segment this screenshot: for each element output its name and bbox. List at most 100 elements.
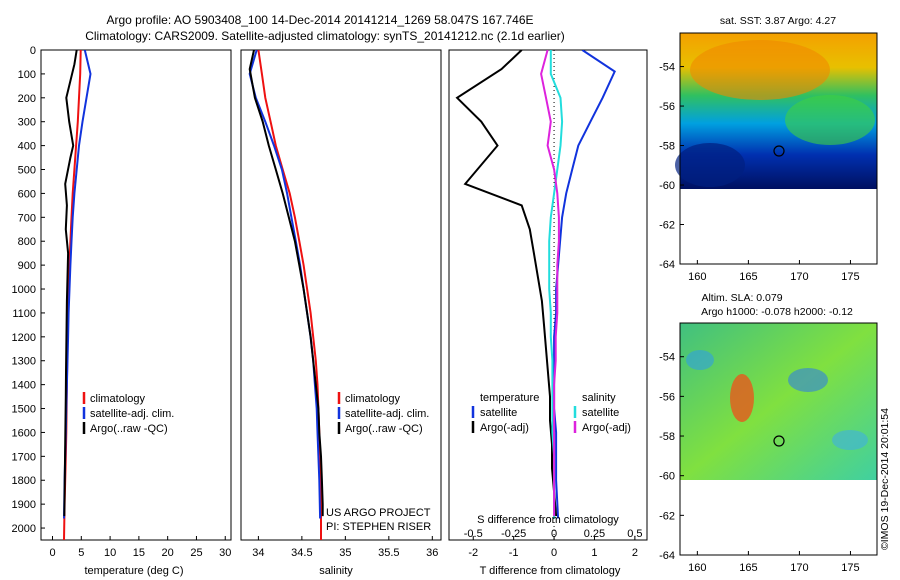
sla-map-lon-tick-label: 160 <box>688 562 706 574</box>
salinity-legend: climatology satellite-adj. clim. Argo(..… <box>326 392 431 533</box>
legend-title-salinity: salinity <box>582 392 616 404</box>
legend-label-t-satellite: satellite <box>480 407 517 419</box>
salinity-series-line-3 <box>248 50 324 517</box>
temperature-x-ticks: 0 5 10 15 20 25 30 <box>49 536 231 559</box>
sla-map-lat-tick-label: -54 <box>659 352 675 364</box>
sst-map-lon-tick-label: 160 <box>688 271 706 283</box>
salinity-panel-frame <box>240 49 442 541</box>
s-difference-tick-label: 0.5 <box>627 528 642 540</box>
argo-position-marker <box>773 145 785 157</box>
temperature-x-tick-label: 5 <box>78 547 84 559</box>
sla-field <box>680 323 877 480</box>
header-line2: Climatology: CARS2009. Satellite-adjuste… <box>85 29 565 43</box>
s-difference-tick-label: 0.25 <box>584 528 605 540</box>
depth-axis: 0 100 200 300 400 500 600 700 800 900 1000 1100 1200… <box>12 45 45 535</box>
sst-frame <box>679 32 878 265</box>
sst-green-patch <box>785 95 875 145</box>
sst-map-lat-tick-label: -62 <box>659 220 675 232</box>
project-line1: US ARGO PROJECT <box>326 507 431 519</box>
legend-label-argo: Argo(..raw -QC) <box>345 423 423 435</box>
sla-map: 160 165 170 175 -54 -56 -58 -60 -62 -64 <box>659 322 878 574</box>
depth-tick-label: 1400 <box>12 380 36 392</box>
depth-tick-label: 1700 <box>12 451 36 463</box>
s-difference-tick-label: 0 <box>551 528 557 540</box>
temperature-series-line-3 <box>63 50 78 517</box>
sla-high-patch <box>730 374 754 422</box>
sst-map-title: sat. SST: 3.87 Argo: 4.27 <box>720 15 836 27</box>
depth-tick-label: 0 <box>30 45 36 57</box>
header-line1: Argo profile: AO 5903408_100 14-Dec-2014… <box>106 13 533 27</box>
sla-frame <box>679 322 878 556</box>
salinity-series-line-2 <box>248 50 322 519</box>
sla-map-lat-tick-label: -60 <box>659 471 675 483</box>
temperature-legend: climatology satellite-adj. clim. Argo(..… <box>82 392 174 435</box>
depth-tick-label: 1800 <box>12 475 36 487</box>
sst-map-lat-tick-label: -56 <box>659 101 675 113</box>
sla-map-lon-tick-label: 175 <box>841 562 859 574</box>
sst-warm-patch <box>690 40 830 100</box>
temperature-x-tick-label: 30 <box>219 547 231 559</box>
difference-legend: temperature salinity satellite Argo(-adj… <box>471 392 631 434</box>
temperature-x-tick-label: 20 <box>162 547 174 559</box>
salinity-x-tick-label: 34.5 <box>291 547 312 559</box>
t-difference-x-ticks: -2 -1 0 1 2 <box>468 536 638 559</box>
depth-tick-label: 200 <box>18 93 36 105</box>
sla-low-patch-2 <box>686 350 714 370</box>
sst-map-lat-tick-label: -54 <box>659 62 675 74</box>
temperature-series <box>63 50 92 540</box>
salinity-x-tick-label: 35.5 <box>378 547 399 559</box>
salinity-axis-label: salinity <box>319 565 353 577</box>
s-difference-tick-label: -0.5 <box>464 528 483 540</box>
depth-tick-label: 800 <box>18 236 36 248</box>
sla-low-patch-3 <box>832 430 868 450</box>
t-difference-series-line-1 <box>553 50 616 519</box>
s-difference-x-ticks: -0.5 -0.25 0 0.25 0.5 <box>464 528 643 540</box>
t-difference-x-tick-label: -1 <box>509 547 519 559</box>
sla-map-lon-tick-label: 170 <box>790 562 808 574</box>
sla-map-lat-tick-label: -64 <box>659 550 675 562</box>
temperature-panel-frame <box>40 49 232 541</box>
difference-series <box>455 50 616 540</box>
sst-map-lat-tick-label: -60 <box>659 180 675 192</box>
t-difference-x-tick-label: 1 <box>591 547 597 559</box>
temperature-x-tick-label: 10 <box>104 547 116 559</box>
salinity-x-ticks: 34 34.5 35 35.5 36 <box>252 536 438 559</box>
legend-label-climatology: climatology <box>90 393 146 405</box>
sst-map-lon-tick-label: 165 <box>739 271 757 283</box>
imos-watermark: ©IMOS 19-Dec-2014 20:01:54 <box>879 408 891 550</box>
legend-label-satellite: satellite-adj. clim. <box>90 408 174 420</box>
difference-panel-frame <box>448 49 648 541</box>
depth-tick-label: 100 <box>18 69 36 81</box>
t-difference-x-tick-label: 2 <box>632 547 638 559</box>
legend-label-s-satellite: satellite <box>582 407 619 419</box>
sla-map-lat-tick-label: -58 <box>659 431 675 443</box>
depth-tick-label: 1000 <box>12 284 36 296</box>
t-difference-x-tick-label: 0 <box>551 547 557 559</box>
salinity-series-line-1 <box>257 50 322 540</box>
depth-tick-label: 2000 <box>12 523 36 535</box>
sla-low-patch-1 <box>788 368 828 392</box>
legend-title-temperature: temperature <box>480 392 539 404</box>
sla-map-lat-tick-label: -62 <box>659 510 675 522</box>
legend-label-argo: Argo(..raw -QC) <box>90 423 168 435</box>
depth-tick-label: 600 <box>18 188 36 200</box>
depth-tick-label: 500 <box>18 165 36 177</box>
legend-label-s-argo: Argo(-adj) <box>582 422 631 434</box>
sst-map-lat-tick-label: -64 <box>659 259 675 271</box>
depth-tick-label: 1300 <box>12 356 36 368</box>
depth-tick-label: 1600 <box>12 427 36 439</box>
sst-map: 160 165 170 175 -54 -56 -58 -60 -62 -64 <box>659 32 878 283</box>
depth-tick-label: 300 <box>18 117 36 129</box>
s-difference-tick-label: -0.25 <box>501 528 526 540</box>
s-difference-series-line-2 <box>540 50 560 517</box>
depth-tick-label: 700 <box>18 212 36 224</box>
s-difference-axis-label: S difference from climatology <box>477 514 619 526</box>
sla-map-title: Altim. SLA: 0.079 <box>701 292 782 304</box>
sst-map-lat-tick-label: -58 <box>659 141 675 153</box>
depth-tick-label: 900 <box>18 260 36 272</box>
salinity-series <box>248 50 324 540</box>
sla-map-subtitle: Argo h1000: -0.078 h2000: -0.12 <box>701 306 853 318</box>
sst-map-lon-tick-label: 175 <box>841 271 859 283</box>
sla-map-lat-tick-label: -56 <box>659 391 675 403</box>
